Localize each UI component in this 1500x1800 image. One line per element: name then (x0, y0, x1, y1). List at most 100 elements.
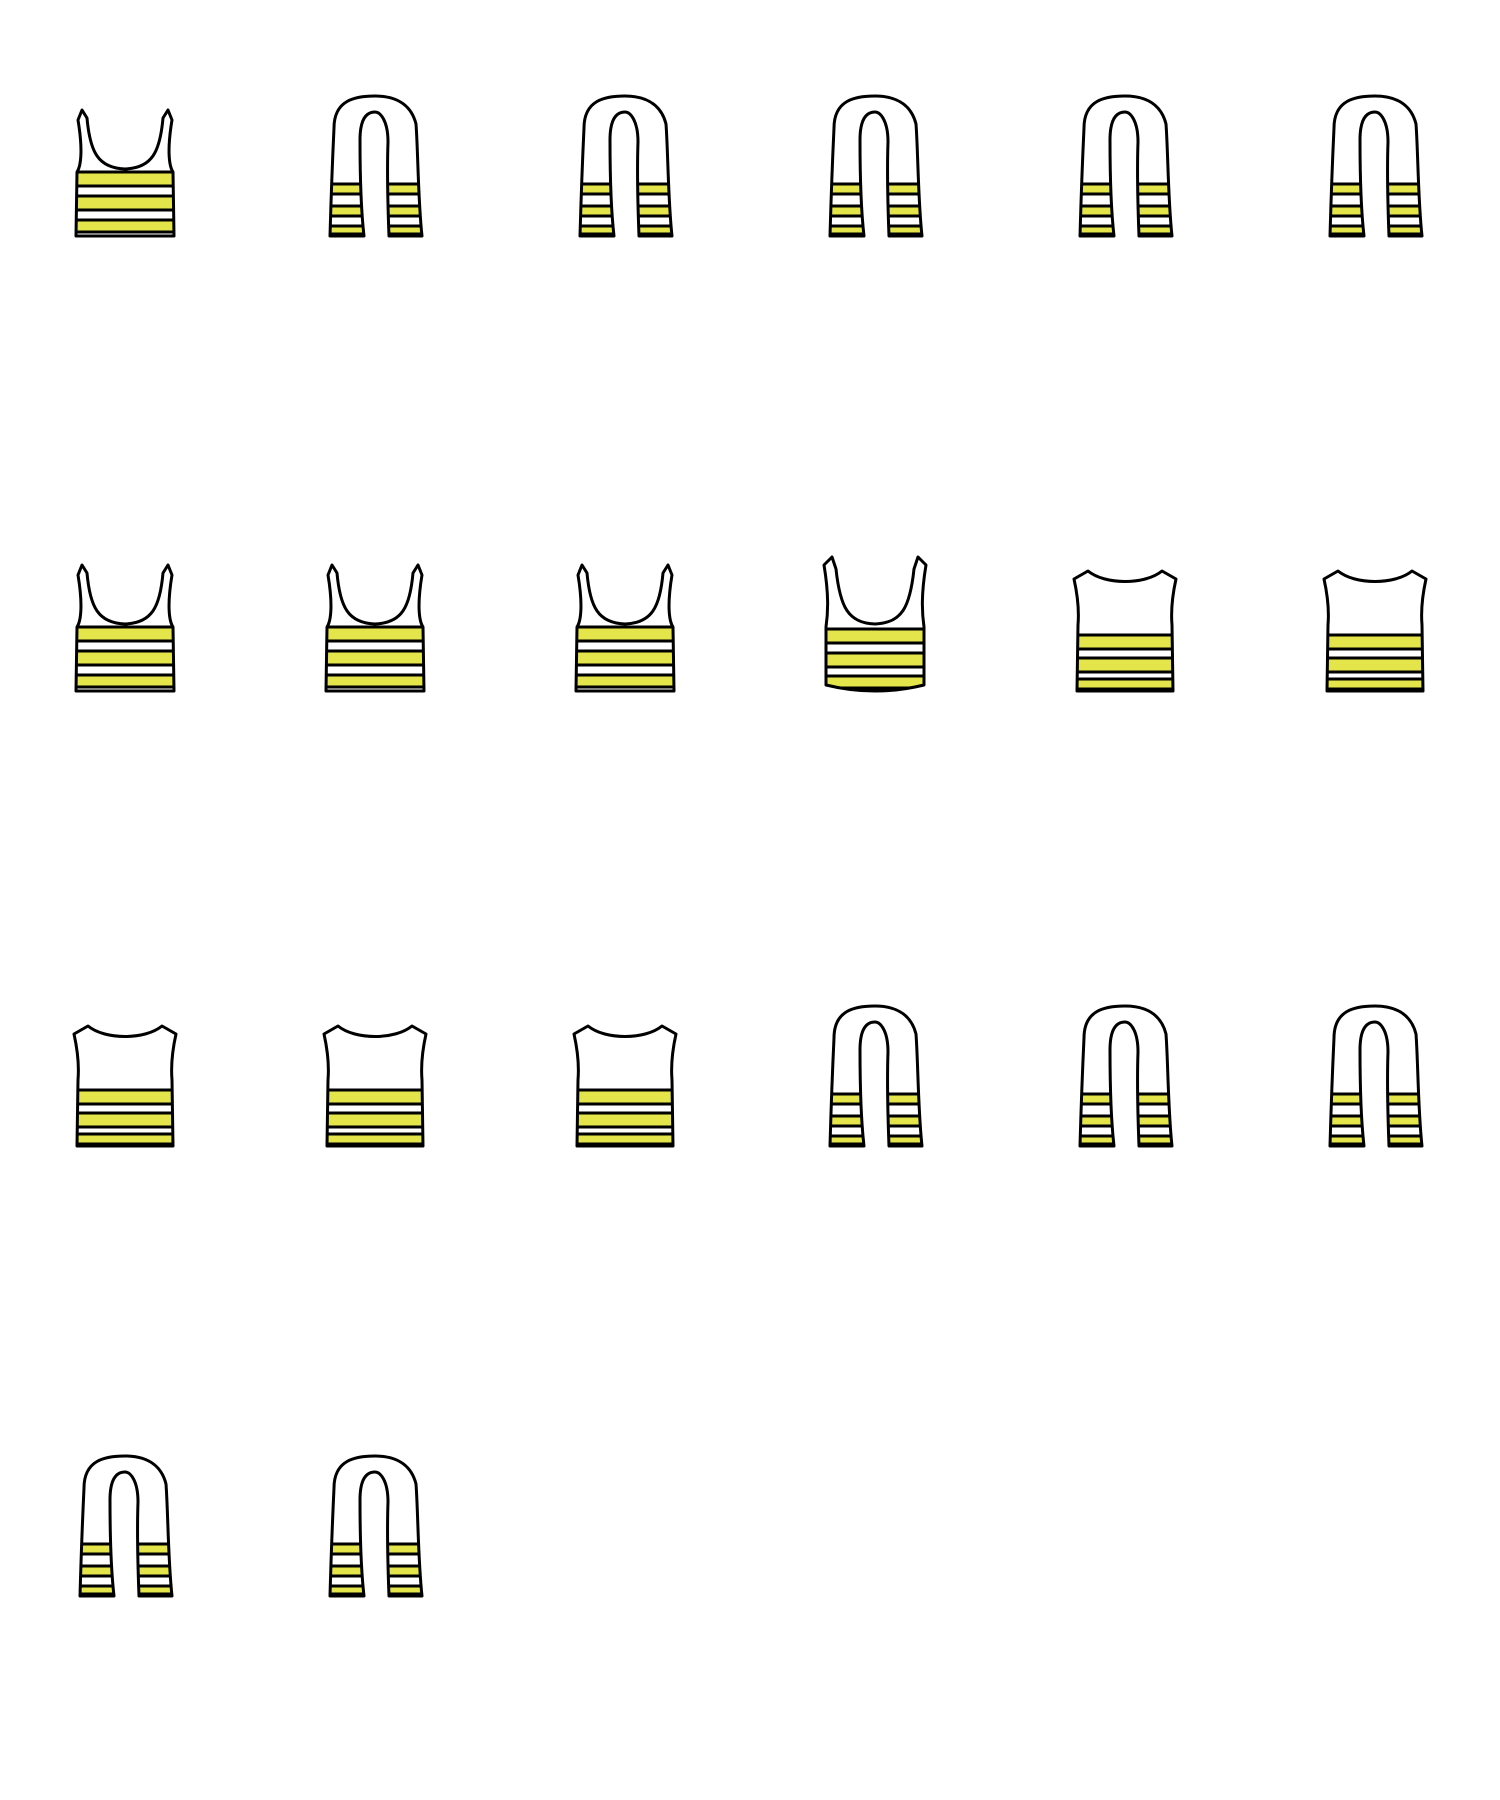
yellow-stripe-3 (80, 1586, 172, 1594)
stripe-group (330, 182, 422, 236)
tank-top-drawing (1322, 569, 1428, 693)
yellow-stripe-2 (330, 1566, 422, 1576)
yellow-stripe-3 (830, 1136, 922, 1144)
yellow-stripe-2 (326, 651, 424, 665)
stripe-group (1324, 633, 1426, 691)
yellow-stripe-2 (1074, 658, 1176, 672)
tank-top-frame-7 (50, 545, 200, 725)
garment-outline (328, 1454, 424, 1598)
yellow-stripe-1 (1324, 635, 1426, 649)
yellow-stripe-3 (1080, 226, 1172, 234)
yellow-stripe-2 (80, 1566, 172, 1576)
tank-top-frame-8 (300, 545, 450, 725)
yellow-stripe-3 (576, 675, 674, 687)
tank-top-frame-9 (550, 545, 700, 725)
yellow-stripe-1 (830, 184, 922, 194)
garment-body (1330, 1006, 1422, 1146)
yellow-stripe-2 (580, 206, 672, 216)
tank-top-frame-18 (1300, 1000, 1450, 1180)
tank-top-drawing (1328, 94, 1424, 238)
tank-top-drawing (828, 94, 924, 238)
tank-top-frame-11 (1050, 545, 1200, 725)
tank-top-frame-17 (1050, 1000, 1200, 1180)
yellow-stripe-1 (74, 1090, 176, 1104)
yellow-stripe-2 (830, 1116, 922, 1126)
yellow-stripe-3 (1074, 679, 1176, 689)
garment-outline (1328, 94, 1424, 238)
garment-body (830, 1006, 922, 1146)
garment-body (80, 1456, 172, 1596)
yellow-stripe-2 (1330, 1116, 1422, 1126)
yellow-stripe-2 (576, 651, 674, 665)
garment-outline (72, 1024, 178, 1148)
yellow-stripe-2 (74, 1113, 176, 1127)
yellow-stripe-2 (76, 651, 174, 665)
yellow-stripe-1 (330, 1544, 422, 1554)
yellow-stripe-1 (1330, 1094, 1422, 1104)
yellow-stripe-1 (326, 627, 424, 641)
yellow-stripe-3 (324, 1134, 426, 1144)
yellow-stripe-1 (830, 1094, 922, 1104)
tank-top-frame-13 (50, 1000, 200, 1180)
stripe-group (1330, 1092, 1422, 1146)
garment-outline (828, 94, 924, 238)
tank-top-frame-19 (50, 1450, 200, 1630)
stripe-group (326, 625, 424, 689)
tank-top-drawing (328, 1454, 424, 1598)
yellow-stripe-1 (580, 184, 672, 194)
yellow-stripe-1 (330, 184, 422, 194)
stripe-group (824, 627, 926, 690)
garment-body (1330, 96, 1422, 236)
yellow-stripe-3 (74, 1134, 176, 1144)
tank-top-drawing (74, 563, 176, 693)
stripe-group (830, 182, 922, 236)
tank-top-frame-16 (800, 1000, 950, 1180)
tank-top-drawing (1328, 1004, 1424, 1148)
garment-outline (78, 1454, 174, 1598)
yellow-stripe-3 (330, 226, 422, 234)
yellow-stripe-1 (574, 1090, 676, 1104)
tank-top-drawing (78, 1454, 174, 1598)
tank-top-frame-12 (1300, 545, 1450, 725)
tank-top-drawing (324, 563, 426, 693)
tank-top-drawing (1078, 1004, 1174, 1148)
yellow-stripe-3 (330, 1586, 422, 1594)
tank-top-drawing (822, 555, 928, 693)
yellow-stripe-1 (76, 172, 174, 186)
tank-top-drawing (1078, 94, 1174, 238)
yellow-stripe-1 (824, 629, 926, 643)
garment-outline (1078, 1004, 1174, 1148)
tank-top-drawing (572, 1024, 678, 1148)
yellow-stripe-2 (830, 206, 922, 216)
yellow-stripe-2 (1080, 206, 1172, 216)
garment-body (1080, 1006, 1172, 1146)
yellow-stripe-3 (1330, 1136, 1422, 1144)
stripe-group (76, 170, 174, 234)
garment-outline (572, 1024, 678, 1148)
yellow-stripe-3 (1080, 1136, 1172, 1144)
yellow-stripe-1 (1074, 635, 1176, 649)
yellow-stripe-2 (324, 1113, 426, 1127)
yellow-stripe-1 (1080, 184, 1172, 194)
tank-top-drawing (328, 94, 424, 238)
garment-body (580, 96, 672, 236)
yellow-stripe-2 (1080, 1116, 1172, 1126)
yellow-stripe-2 (1324, 658, 1426, 672)
yellow-stripe-1 (76, 627, 174, 641)
yellow-stripe-1 (1330, 184, 1422, 194)
yellow-stripe-2 (1330, 206, 1422, 216)
tank-top-frame-20 (300, 1450, 450, 1630)
yellow-stripe-3 (574, 1134, 676, 1144)
garment-outline (578, 94, 674, 238)
tank-top-drawing (574, 563, 676, 693)
yellow-stripe-1 (80, 1544, 172, 1554)
yellow-stripe-3 (326, 675, 424, 687)
yellow-stripe-3 (580, 226, 672, 234)
yellow-stripe-3 (1324, 679, 1426, 689)
yellow-stripe-3 (1330, 226, 1422, 234)
garment-outline (324, 563, 426, 693)
yellow-stripe-1 (324, 1090, 426, 1104)
garment-body (330, 96, 422, 236)
tank-top-drawing (828, 1004, 924, 1148)
tank-top-frame-10 (800, 545, 950, 725)
